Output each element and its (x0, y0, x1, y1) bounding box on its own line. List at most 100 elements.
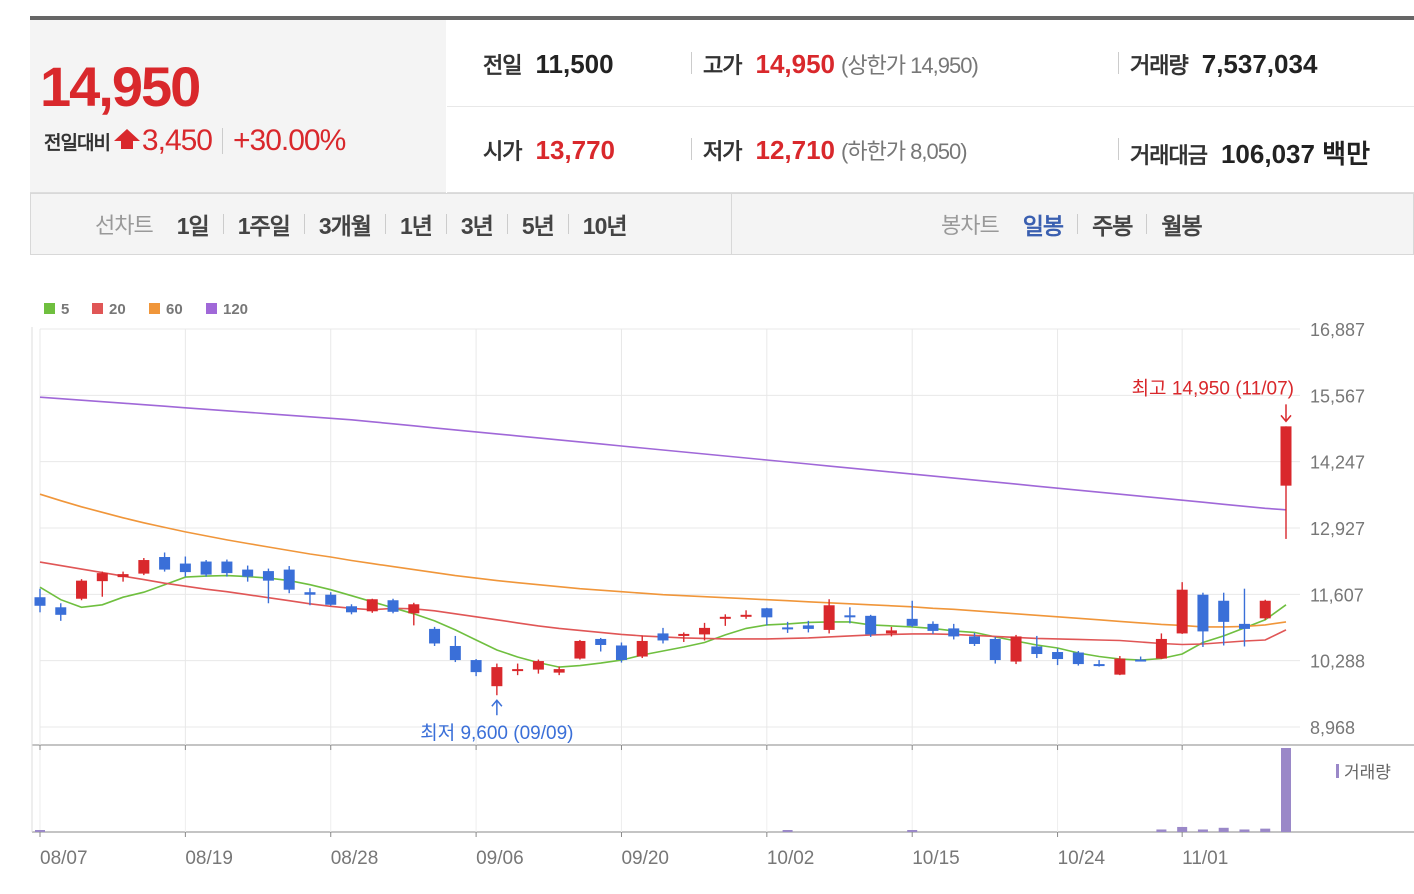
candle (927, 621, 939, 634)
candle-body (283, 569, 295, 590)
candle (1155, 633, 1167, 660)
candle-body (408, 604, 420, 614)
x-tick-label: 08/07 (40, 848, 88, 869)
candle (491, 663, 503, 696)
candle-body (595, 638, 607, 645)
candle (1010, 634, 1022, 665)
period-daily[interactable]: 일봉 (1022, 213, 1064, 239)
candle (844, 607, 856, 624)
candle (179, 556, 191, 577)
volume-panel: 거래량 (35, 748, 1391, 832)
x-tick-label: 11/01 (1182, 848, 1228, 869)
candle (532, 659, 544, 674)
volume-bar (1218, 827, 1229, 832)
candle-body (491, 667, 503, 687)
candle (221, 559, 233, 577)
candle-body (532, 661, 544, 670)
legend-swatch-120 (206, 303, 217, 314)
candle (1072, 651, 1084, 666)
candle-body (636, 640, 648, 657)
legend-swatch-60 (149, 303, 160, 314)
low-arrow-head-icon (491, 699, 503, 707)
candle-body (1197, 594, 1209, 632)
period-3y[interactable]: 3년 (460, 213, 494, 239)
candle (989, 636, 1001, 664)
legend-label-5: 5 (61, 301, 69, 318)
candle (1052, 648, 1064, 666)
y-tick-label: 16,887 (1310, 320, 1365, 340)
candle (55, 603, 67, 621)
divider (445, 214, 447, 234)
candle-body (699, 627, 711, 635)
candle (1259, 599, 1271, 620)
candle (595, 637, 607, 652)
price-summary: 14,950 전일대비 3,450 +30.00% (30, 20, 446, 193)
candle-body (782, 627, 794, 630)
candle (1114, 656, 1126, 676)
candle-body (304, 592, 316, 595)
low-value: 12,710 (755, 135, 836, 165)
top-border (30, 16, 1414, 20)
divider (691, 138, 692, 160)
y-tick-label: 15,567 (1310, 386, 1365, 406)
candle-body (96, 573, 108, 582)
legend-label-60: 60 (166, 301, 183, 318)
candle (34, 588, 46, 613)
candle (615, 642, 627, 663)
candle (76, 579, 88, 601)
period-10y[interactable]: 10년 (582, 213, 628, 239)
period-weekly[interactable]: 주봉 (1092, 213, 1133, 239)
y-tick-label: 10,288 (1310, 652, 1365, 672)
up-arrow-icon (113, 129, 140, 149)
x-tick-label: 10/15 (912, 848, 960, 869)
candle (678, 632, 690, 642)
y-axis-ticks: 16,887 15,567 14,247 12,927 11,607 10,288 8,96… (1310, 320, 1365, 738)
candle (553, 666, 565, 676)
candle (96, 571, 108, 597)
candle-body (138, 560, 150, 574)
current-price: 14,950 (40, 55, 201, 118)
divider (691, 52, 692, 74)
line-chart-label: 선차트 (95, 213, 154, 238)
period-monthly[interactable]: 월봉 (1161, 213, 1202, 239)
legend-swatch-5 (44, 303, 55, 314)
candle-body (1218, 600, 1230, 622)
candle (885, 626, 897, 637)
chart-annotations: 최고 14,950 (11/07) 최저 9,600 (09/09) (420, 377, 1294, 744)
amount-value: 106,037 백만 (1220, 139, 1371, 169)
candle-body (429, 628, 441, 644)
candle (429, 626, 441, 646)
divider (222, 214, 224, 234)
candle (657, 627, 669, 644)
divider (567, 214, 569, 234)
candle-body (969, 636, 980, 644)
legend-label-120: 120 (223, 301, 248, 318)
period-3m[interactable]: 3개월 (318, 213, 372, 239)
candle (1238, 588, 1250, 647)
candle (1197, 592, 1209, 647)
candle (823, 599, 835, 634)
x-tick-label: 09/20 (621, 848, 669, 869)
candle-body (1280, 426, 1292, 486)
x-tick-label: 10/24 (1058, 848, 1106, 869)
period-1d[interactable]: 1일 (176, 213, 210, 239)
open-value: 13,770 (535, 135, 616, 165)
candle-body (1093, 664, 1105, 667)
candle-body (366, 599, 378, 612)
period-5y[interactable]: 5년 (521, 213, 555, 239)
period-bar-divider (731, 194, 732, 254)
divider (1118, 52, 1119, 74)
candle-body (512, 669, 524, 672)
volume-bar (1281, 748, 1291, 832)
period-1y[interactable]: 1년 (399, 213, 433, 239)
period-1w[interactable]: 1주일 (237, 213, 291, 239)
candle-body (553, 669, 565, 673)
candle (366, 598, 378, 613)
candle-body (179, 563, 191, 573)
candle-body (1155, 638, 1167, 659)
candle-body (325, 594, 337, 605)
candle-chart-label: 봉차트 (941, 213, 1000, 238)
volume-bar (1197, 829, 1208, 832)
candle-body (76, 580, 88, 599)
ma-line-60 (39, 493, 1287, 628)
